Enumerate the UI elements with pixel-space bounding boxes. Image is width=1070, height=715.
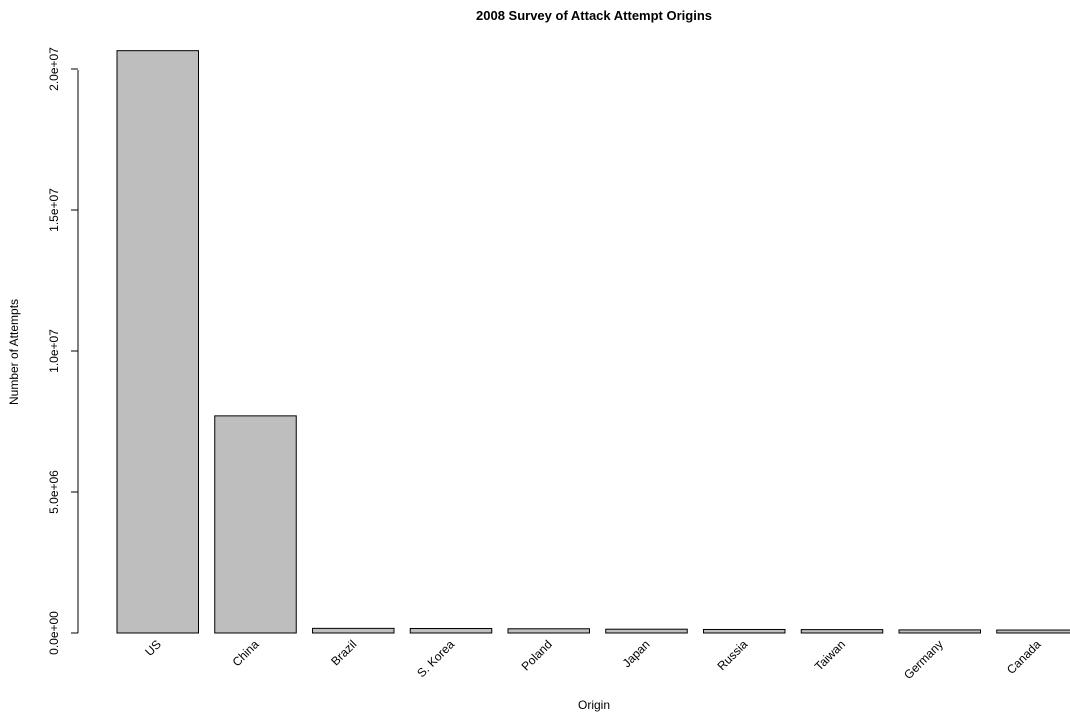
bar-germany (898, 629, 981, 634)
x-tick-labels: US China Brazil S. Korea Poland Japan Russia Ta… (142, 637, 1044, 682)
bar-japan (605, 628, 688, 634)
bars-group (116, 50, 1070, 634)
y-tick-label: 1.0e+07 (47, 329, 61, 373)
bar-russia (703, 628, 786, 634)
chart-title: 2008 Survey of Attack Attempt Origins (476, 8, 712, 23)
x-tick-label: US (142, 637, 164, 659)
bar-us (116, 50, 199, 634)
y-tick-label: 0.0e+00 (47, 611, 61, 655)
bar-canada (996, 629, 1070, 634)
x-tick-label: Canada (1004, 637, 1044, 677)
x-tick-label: Japan (620, 637, 653, 670)
bar-poland (507, 628, 590, 634)
y-axis-label: Number of Attempts (7, 299, 21, 405)
y-axis: 0.0e+00 5.0e+06 1.0e+07 1.5e+07 2.0e+07 (47, 47, 79, 655)
x-tick-label: Brazil (328, 637, 359, 668)
bar-brazil (312, 627, 395, 634)
x-tick-label: Poland (519, 637, 555, 673)
x-tick-label: Germany (901, 637, 946, 682)
y-tick-label: 2.0e+07 (47, 47, 61, 91)
bar-s-korea (409, 627, 493, 634)
bar-taiwan (800, 629, 884, 634)
x-tick-label: Russia (715, 637, 751, 673)
x-tick-label: S. Korea (414, 637, 457, 680)
x-axis-label: Origin (578, 698, 610, 712)
x-tick-label: China (230, 637, 262, 669)
y-tick-label: 1.5e+07 (47, 188, 61, 232)
y-tick-label: 5.0e+06 (47, 470, 61, 514)
bar-china (214, 415, 297, 634)
x-tick-label: Taiwan (812, 637, 848, 673)
